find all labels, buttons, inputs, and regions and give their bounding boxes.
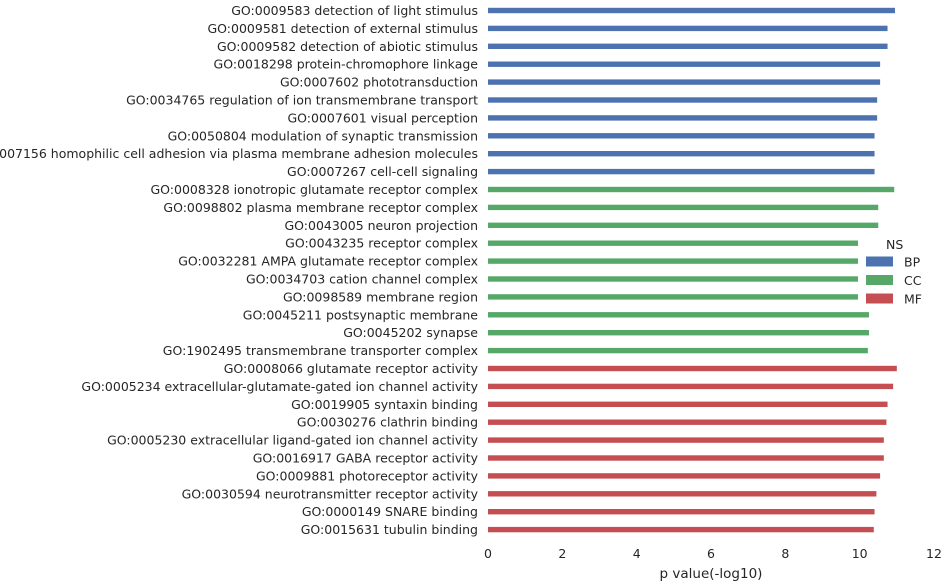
bars-layer: [488, 7, 897, 533]
bar-bp: [488, 43, 888, 49]
category-label: GO:0009581 detection of external stimulu…: [208, 21, 479, 36]
category-label: GO:0045202 synapse: [343, 325, 478, 340]
bar-bp: [488, 97, 878, 103]
x-tick-label: 2: [558, 546, 566, 561]
category-label: GO:0007602 phototransduction: [280, 75, 478, 90]
bar-mf: [488, 526, 874, 533]
x-axis-label: p value(-log10): [660, 566, 763, 582]
category-label: GO:0030276 clathrin binding: [297, 415, 478, 430]
legend-swatch-cc: [866, 275, 893, 285]
x-tick-label: 10: [852, 546, 868, 561]
x-tick-label: 12: [926, 546, 942, 561]
category-label: GO:0009582 detection of abiotic stimulus: [217, 39, 478, 54]
bar-mf: [488, 365, 897, 372]
bar-cc: [488, 312, 869, 318]
bar-bp: [488, 133, 875, 139]
x-tick-label: 4: [633, 546, 641, 561]
legend-title: NS: [886, 237, 903, 252]
category-label: GO:0015631 tubulin binding: [301, 522, 478, 537]
bar-mf: [488, 401, 888, 407]
bar-bp: [488, 25, 888, 32]
bar-cc: [488, 294, 871, 300]
category-label: GO:0018298 protein-chromophore linkage: [214, 57, 479, 72]
bar-bp: [488, 168, 875, 175]
category-labels: GO:0009583 detection of light stimulus GO…: [0, 3, 479, 537]
legend-label-mf: MF: [904, 292, 922, 307]
bar-cc: [488, 204, 879, 211]
x-tick-label: 8: [781, 546, 789, 561]
bar-bp: [488, 115, 878, 121]
bar-mf: [488, 437, 884, 443]
bar-bp: [488, 151, 875, 157]
bar-mf: [488, 383, 894, 390]
category-label: GO:0009583 detection of light stimulus: [231, 3, 478, 18]
category-label: GO:0045211 postsynaptic membrane: [243, 307, 479, 322]
bar-cc: [488, 258, 877, 264]
bar-mf: [488, 509, 875, 515]
category-label: GO:0009881 photoreceptor activity: [256, 468, 479, 483]
category-label: GO:0030594 neurotransmitter receptor act…: [182, 486, 479, 501]
legend-swatch-mf: [866, 293, 893, 304]
category-label: GO:0005230 extracellular ligand-gated io…: [107, 433, 479, 448]
legend-label-cc: CC: [904, 273, 922, 288]
bar-cc: [488, 240, 879, 246]
bar-cc: [488, 330, 869, 336]
category-label: GO:0098802 plasma membrane receptor comp…: [163, 200, 478, 215]
category-label: GO:0016917 GABA receptor activity: [253, 451, 479, 466]
bar-cc: [488, 222, 879, 228]
bar-mf: [488, 491, 877, 497]
category-label: GO:0007156 homophilic cell adhesion via …: [0, 146, 478, 161]
bar-cc: [488, 276, 873, 282]
category-label: GO:0007601 visual perception: [287, 110, 478, 125]
category-label: GO:0050804 modulation of synaptic transm…: [168, 128, 478, 143]
bar-bp: [488, 61, 881, 67]
bar-cc: [488, 186, 895, 193]
bar-cc: [488, 347, 868, 354]
legend: NS BP CC MF: [858, 234, 938, 312]
category-label: GO:0005234 extracellular-glutamate-gated…: [81, 379, 478, 394]
category-label: GO:0034765 regulation of ion transmembra…: [126, 93, 478, 108]
category-label: GO:0032281 AMPA glutamate receptor compl…: [178, 254, 478, 269]
category-label: GO:0019905 syntaxin binding: [291, 397, 478, 412]
category-label: GO:0008066 glutamate receptor activity: [224, 361, 479, 376]
category-label: GO:0034703 cation channel complex: [246, 272, 478, 287]
legend-swatch-bp: [866, 256, 893, 267]
x-tick-label: 0: [484, 546, 492, 561]
bar-bp: [488, 79, 881, 85]
legend-label-bp: BP: [904, 255, 921, 270]
category-label: GO:0098589 membrane region: [283, 289, 478, 304]
x-axis: 0 2 4 6 8 10 12: [484, 546, 942, 561]
x-tick-label: 6: [707, 546, 715, 561]
category-label: GO:0000149 SNARE binding: [302, 504, 478, 519]
category-label: GO:0007267 cell-cell signaling: [287, 164, 478, 179]
bar-bp: [488, 7, 895, 14]
bar-mf: [488, 455, 884, 461]
bar-mf: [488, 473, 881, 479]
category-label: GO:1902495 transmembrane transporter com…: [163, 343, 478, 358]
category-label: GO:0043005 neuron projection: [284, 218, 478, 233]
bar-mf: [488, 419, 887, 425]
category-label: GO:0008328 ionotropic glutamate receptor…: [151, 182, 479, 197]
category-label: GO:0043235 receptor complex: [285, 236, 478, 251]
